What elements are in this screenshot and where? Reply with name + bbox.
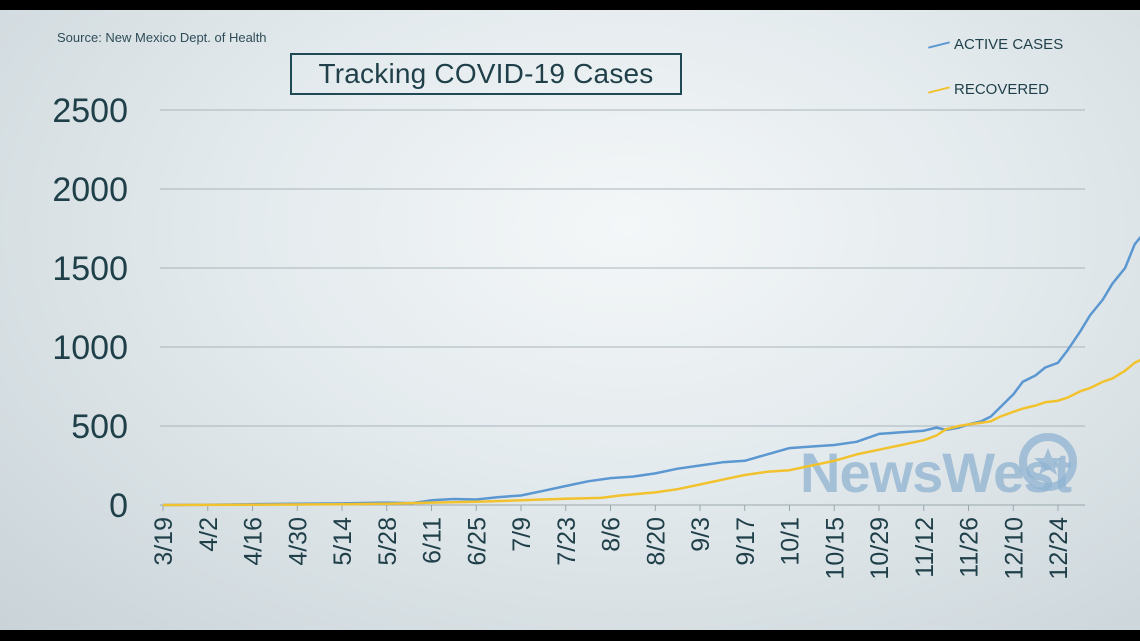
line-chart: NewsWest 0 500 1000 1500 2000 2500 3/19 4/2 4/1…: [52, 92, 1140, 580]
series-line-active-cases: [162, 235, 1140, 507]
series-line-recovered: [162, 358, 1140, 507]
newswest-watermark: NewsWest: [800, 433, 1077, 504]
x-tick-label: 5/28: [374, 517, 402, 566]
chart-title: Tracking COVID-19 Cases: [318, 58, 654, 89]
y-tick-label: 2500: [52, 92, 128, 130]
y-tick-label: 1000: [52, 329, 128, 367]
x-tick-label: 6/11: [419, 517, 447, 564]
legend-label-active: ACTIVE CASES: [954, 36, 1064, 53]
x-tick-label: 10/29: [866, 517, 894, 580]
x-axis-ticks: 3/19 4/2 4/16 4/30 5/14 5/28 6/11 6/25 7/9 7/23 8/…: [150, 505, 1073, 580]
x-tick-label: 9/17: [732, 517, 760, 566]
x-tick-label: 11/12: [911, 517, 939, 578]
x-tick-label: 10/1: [777, 517, 805, 566]
x-tick-label: 4/30: [284, 517, 312, 566]
y-tick-label: 2000: [52, 171, 128, 209]
source-note: Source: New Mexico Dept. of Health: [57, 30, 267, 45]
series-lines: [162, 235, 1140, 507]
legend-label-recovered: RECOVERED: [954, 81, 1050, 98]
legend-item-recovered: RECOVERED: [928, 81, 1049, 98]
chart-frame: Source: New Mexico Dept. of Health Track…: [0, 10, 1140, 630]
chart-title-box: Tracking COVID-19 Cases: [290, 53, 682, 95]
x-tick-label: 8/20: [642, 517, 670, 566]
y-axis-ticks: 0 500 1000 1500 2000 2500: [52, 92, 128, 525]
gridlines: [160, 109, 1085, 506]
x-tick-label: 7/23: [553, 517, 581, 566]
y-tick-label: 500: [71, 408, 128, 446]
x-tick-label: 9/3: [687, 517, 715, 552]
x-tick-label: 5/14: [329, 517, 357, 566]
x-tick-label: 3/19: [150, 517, 178, 566]
watermark-text: NewsWest: [800, 441, 1071, 504]
x-tick-label: 11/26: [956, 517, 984, 578]
x-tick-label: 12/10: [1000, 517, 1028, 580]
x-tick-label: 12/24: [1045, 517, 1073, 580]
y-tick-label: 0: [109, 487, 128, 525]
star-logo-icon: [1019, 433, 1077, 491]
x-tick-label: 4/16: [240, 517, 268, 566]
x-tick-label: 4/2: [195, 517, 223, 552]
x-tick-label: 6/25: [463, 517, 491, 566]
legend-item-active: ACTIVE CASES: [928, 36, 1063, 53]
x-tick-label: 7/9: [508, 517, 536, 552]
x-tick-label: 8/6: [598, 517, 626, 552]
y-tick-label: 1500: [52, 250, 128, 288]
x-tick-label: 10/15: [821, 517, 849, 580]
